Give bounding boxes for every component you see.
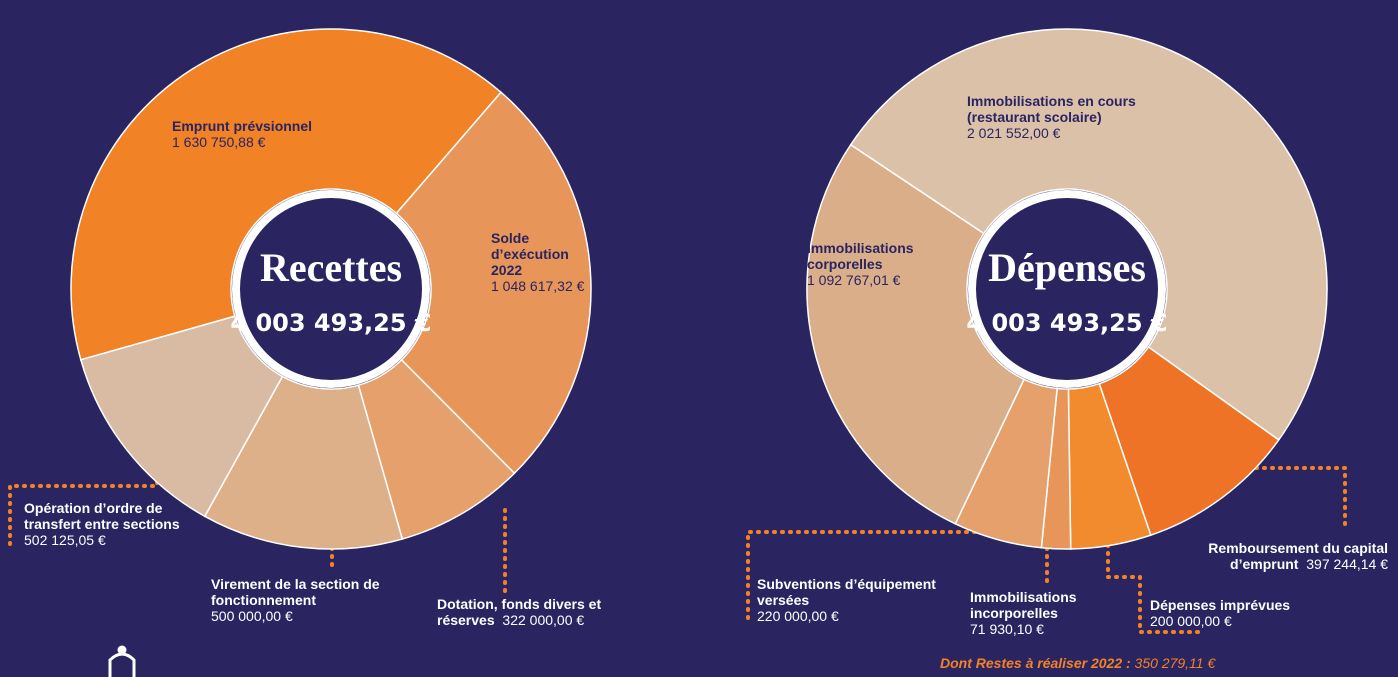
footnote-value: 350 279,11 € — [1134, 655, 1216, 671]
footnote: Dont Restes à réaliser 2022 : 350 279,11… — [940, 655, 1215, 671]
slice-value: 1 048 617,32 € — [491, 278, 585, 294]
slice-label: Subventions d’équipement versées 220 000,… — [757, 576, 937, 624]
slice-name: Dépenses imprévues — [1150, 597, 1291, 613]
slice-value: 1 630 750,88 € — [172, 134, 266, 150]
slice-name: Immobilisations incorporelles — [970, 589, 1077, 621]
slice-name: Emprunt prévsionnel — [172, 118, 313, 134]
slice-name: Remboursement du capital d’emprunt — [1208, 540, 1388, 572]
slice-name: Opération d’ordre de transfert entre sec… — [24, 500, 180, 532]
slice-value: 500 000,00 € — [211, 608, 293, 624]
donut-slice — [203, 375, 404, 550]
slice-name: Subventions d’équipement versées — [757, 576, 936, 608]
slice-value: 220 000,00 € — [757, 608, 839, 624]
slice-label: Dotation, fonds divers et réserves 322 0… — [437, 596, 637, 628]
slice-name: Virement de la section de fonctionnement — [211, 576, 380, 608]
slice-label: Dépenses imprévues 200 000,00 € — [1150, 597, 1320, 629]
slice-label: Emprunt prévsionnel 1 630 750,88 € — [172, 118, 372, 150]
slice-label: Immobilisations incorporelles 71 930,10 € — [970, 589, 1095, 637]
center-total: 4 003 493,25 € — [966, 309, 1167, 337]
donut-slice — [806, 143, 1026, 525]
slice-label: Opération d’ordre de transfert entre sec… — [24, 500, 204, 548]
center-title: Recettes — [260, 245, 402, 290]
slice-label: Remboursement du capital d’emprunt 397 2… — [1168, 540, 1388, 572]
donut-slice — [1098, 345, 1280, 537]
slice-value: 2 021 552,00 € — [967, 125, 1061, 141]
donut-slice — [395, 91, 592, 475]
slice-label: Solde d’exécution 2022 1 048 617,32 € — [491, 230, 591, 294]
slice-value: 200 000,00 € — [1150, 613, 1232, 629]
slice-value: 322 000,00 € — [502, 612, 585, 628]
center-title: Dépenses — [988, 245, 1146, 290]
slice-name: Immobilisations en cours (restaurant sco… — [967, 93, 1136, 125]
footnote-label: Dont Restes à réaliser 2022 : — [940, 655, 1131, 671]
center-circle — [968, 190, 1166, 388]
slice-value: 397 244,14 € — [1306, 556, 1388, 572]
slice-label: Immobilisations en cours (restaurant sco… — [967, 93, 1167, 141]
donut-slice — [849, 28, 1328, 441]
slice-name: Immobilisations corporelles — [807, 240, 914, 272]
slice-value: 71 930,10 € — [970, 621, 1044, 637]
slice-name: Dotation, fonds divers et réserves — [437, 596, 602, 628]
slice-label: Immobilisations corporelles 1 092 767,01 … — [807, 240, 932, 288]
donut-slice — [70, 28, 503, 361]
donut-slice — [79, 315, 284, 518]
slice-label: Virement de la section de fonctionnement… — [211, 576, 391, 624]
slice-value: 1 092 767,01 € — [807, 272, 901, 288]
center-circle — [232, 190, 430, 388]
slice-name: Solde d’exécution 2022 — [491, 230, 569, 278]
center-total: 4 003 493,25 € — [230, 309, 431, 337]
slice-value: 502 125,05 € — [24, 532, 106, 548]
logo — [108, 645, 136, 677]
